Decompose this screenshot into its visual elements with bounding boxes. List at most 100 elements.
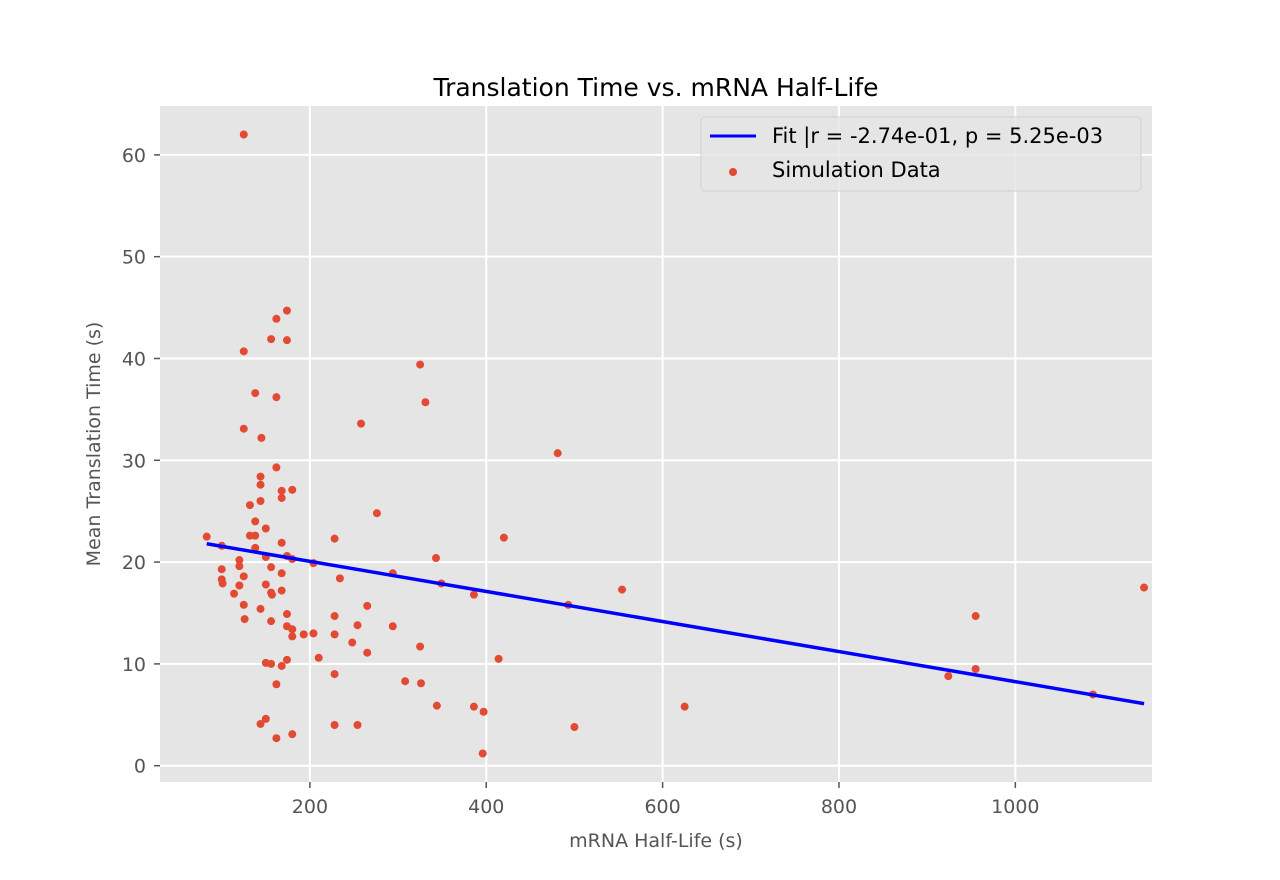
legend-box [700, 116, 1142, 192]
x-tick-label: 200 [292, 796, 328, 818]
data-point [272, 393, 281, 402]
plot-background [160, 106, 1152, 782]
y-tick-label: 0 [134, 756, 146, 778]
data-point [235, 581, 244, 590]
data-point [330, 720, 339, 729]
data-point [553, 449, 562, 458]
legend-scatter-label: Simulation Data [772, 158, 941, 182]
data-point [251, 543, 260, 552]
data-point [218, 579, 227, 588]
chart-title: Translation Time vs. mRNA Half-Life [432, 73, 878, 102]
data-point [348, 638, 357, 647]
x-tick-label: 800 [821, 796, 857, 818]
data-point [299, 630, 308, 639]
data-point [251, 517, 260, 526]
data-point [416, 360, 425, 369]
data-point [251, 389, 260, 398]
data-point [240, 615, 249, 624]
data-point [239, 347, 248, 356]
data-point [267, 659, 276, 668]
data-point [282, 336, 291, 345]
data-point [239, 130, 248, 139]
data-point [330, 612, 339, 621]
x-tick-label: 600 [644, 796, 680, 818]
data-point [971, 612, 980, 621]
data-point [202, 532, 211, 541]
data-point [245, 501, 254, 510]
data-point [256, 604, 265, 613]
data-point [288, 625, 297, 634]
data-point [230, 589, 239, 598]
grid-lines [160, 106, 1152, 782]
data-point [277, 486, 286, 495]
data-point [267, 335, 276, 344]
tick-labels: 200 400 600 800 1000 0 10 20 30 40 50 60 [122, 145, 1040, 818]
data-point [357, 419, 366, 428]
data-point [431, 554, 440, 563]
data-point [272, 463, 281, 472]
fit-line [206, 542, 1145, 706]
data-point [469, 590, 478, 599]
data-point [1140, 583, 1149, 592]
data-point [239, 600, 248, 609]
legend-scatter-swatch [729, 168, 737, 176]
data-point [235, 562, 244, 571]
data-point [288, 485, 297, 494]
x-axis-label: mRNA Half-Life (s) [569, 830, 743, 852]
data-point [261, 524, 270, 533]
data-point [261, 714, 270, 723]
data-point [267, 590, 276, 599]
data-point [330, 630, 339, 639]
data-point [277, 569, 286, 578]
y-tick-label: 20 [122, 552, 146, 574]
data-point [618, 585, 627, 594]
y-tick-label: 60 [122, 145, 146, 167]
data-point [944, 672, 953, 681]
data-point [388, 622, 397, 631]
data-point [251, 531, 260, 540]
data-point [288, 730, 297, 739]
data-point [256, 472, 265, 481]
data-point [499, 533, 508, 542]
data-point [282, 655, 291, 664]
data-point [372, 509, 381, 518]
data-point [494, 654, 503, 663]
data-point [277, 586, 286, 595]
data-point [239, 572, 248, 581]
data-point [330, 534, 339, 543]
scatter-points [202, 130, 1149, 758]
data-point [971, 664, 980, 673]
data-point [239, 424, 248, 433]
data-point [416, 642, 425, 651]
data-point [277, 538, 286, 547]
data-point [469, 702, 478, 711]
fit-line-group [206, 542, 1145, 706]
legend: Fit |r = -2.74e-01, p = 5.25e-03 Simulat… [700, 116, 1142, 192]
data-point [363, 601, 372, 610]
data-point [479, 707, 488, 716]
data-point [267, 617, 276, 626]
data-point [353, 720, 362, 729]
x-tick-label: 400 [468, 796, 504, 818]
data-point [314, 653, 323, 662]
data-point [267, 563, 276, 572]
data-point [217, 565, 226, 574]
y-tick-label: 10 [122, 654, 146, 676]
data-point [417, 679, 426, 688]
legend-fit-label: Fit |r = -2.74e-01, p = 5.25e-03 [772, 124, 1103, 149]
data-point [282, 306, 291, 315]
data-point [256, 497, 265, 506]
data-point [353, 621, 362, 630]
data-point [235, 556, 244, 565]
data-point [478, 749, 487, 758]
y-tick-label: 40 [122, 348, 146, 370]
data-point [421, 398, 430, 407]
data-point [272, 314, 281, 323]
data-point [261, 580, 270, 589]
data-point [401, 677, 410, 686]
x-tick-label: 1000 [991, 796, 1039, 818]
data-point [680, 702, 689, 711]
data-point [272, 680, 281, 689]
data-point [282, 610, 291, 619]
